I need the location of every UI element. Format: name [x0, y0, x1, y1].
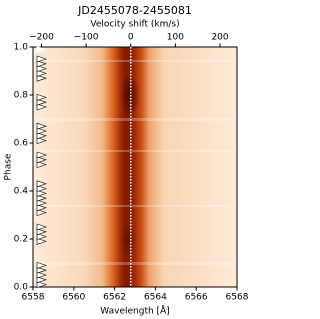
chart: JD2455078-2455081 Velocity shift (km/s) …: [4, 4, 249, 317]
phase-marker: [36, 266, 47, 274]
phase-marker: [36, 45, 47, 53]
x2-tick-label: −100: [74, 33, 99, 43]
phase-marker: [36, 74, 47, 82]
phase-marker: [36, 271, 47, 279]
phase-marker: [36, 180, 47, 188]
x-axis-label: Wavelength [Å]: [100, 305, 169, 317]
y-tick-label: 0.4: [14, 187, 29, 197]
phase-marker: [36, 281, 47, 289]
phase-marker: [36, 65, 47, 73]
phase-marker: [36, 69, 47, 77]
y-tick-label: 1.0: [14, 43, 29, 53]
phase-marker: [36, 127, 47, 135]
x2-tick-label: 200: [211, 33, 228, 43]
x-tick-label: 6566: [185, 293, 208, 303]
x2-tick-label: −200: [29, 33, 54, 43]
phase-marker: [36, 228, 47, 236]
y-tick-label: 0.6: [14, 139, 29, 149]
x2-axis-label: Velocity shift (km/s): [90, 20, 179, 30]
phase-marker: [36, 132, 47, 140]
phase-marker: [36, 189, 47, 197]
x2-tick-label: 100: [167, 33, 184, 43]
x-tick-label: 6558: [22, 293, 45, 303]
x-tick-label: 6564: [144, 293, 167, 303]
phase-marker: [36, 60, 47, 68]
y-tick-label: 0.2: [14, 235, 28, 245]
phase-marker: [36, 151, 47, 159]
phase-marker: [36, 137, 47, 145]
phase-marker: [36, 204, 47, 212]
phase-marker: [36, 161, 47, 169]
plot-frame: [32, 46, 238, 288]
spectrum-image: [33, 47, 237, 287]
phase-marker: [36, 223, 47, 231]
phase-marker: [36, 199, 47, 207]
phase-marker: [36, 261, 47, 269]
phase-marker: [36, 209, 47, 217]
phase-marker: [36, 122, 47, 130]
phase-marker: [36, 194, 47, 202]
phase-marker: [36, 93, 47, 101]
phase-marker: [36, 233, 47, 241]
phase-marker: [36, 156, 47, 164]
phase-marker: [36, 185, 47, 193]
y-tick-label: 0.0: [14, 283, 29, 293]
x-tick-label: 6560: [62, 293, 85, 303]
x-tick-label: 6562: [103, 293, 126, 303]
phase-marker: [36, 276, 47, 284]
y-axis-label: Phase: [4, 153, 14, 180]
y-tick-label: 0.8: [14, 91, 29, 101]
x2-tick-label: 0: [128, 33, 134, 43]
x-tick-label: 6568: [226, 293, 249, 303]
phase-marker: [36, 55, 47, 63]
phase-marker: [36, 103, 47, 111]
phase-marker: [36, 98, 47, 106]
phase-marker: [36, 237, 47, 245]
chart-title: JD2455078-2455081: [77, 4, 192, 17]
